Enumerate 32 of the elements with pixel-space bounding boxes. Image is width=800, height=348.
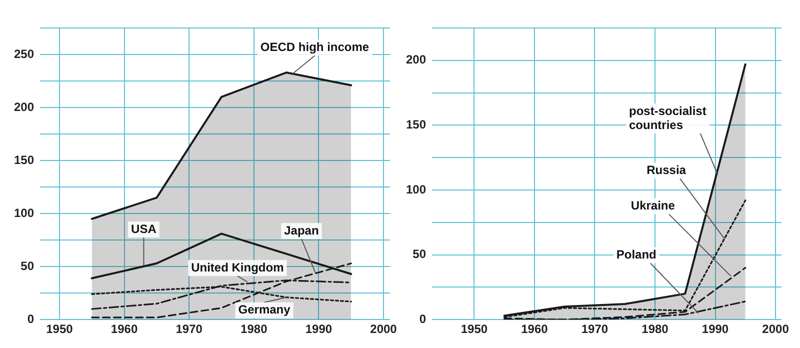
y-tick-label: 50 — [20, 258, 34, 273]
x-tick-label: 2000 — [762, 322, 790, 336]
x-tick-label: 1950 — [460, 322, 488, 336]
annotation: Ukraine — [630, 198, 676, 212]
y-tick-label: 150 — [14, 152, 34, 167]
x-tick-label: 1950 — [46, 322, 74, 336]
x-tick-label: 1990 — [702, 322, 729, 336]
annotation: Japan — [284, 223, 319, 238]
x-tick-label: 1990 — [305, 322, 332, 336]
x-tick-label: 1970 — [176, 322, 203, 336]
x-tick-label: 1960 — [521, 322, 548, 336]
y-tick-label: 0 — [27, 312, 34, 326]
annotation: Germany — [238, 302, 291, 317]
y-tick-label: 150 — [406, 118, 426, 132]
y-tick-label: 200 — [14, 100, 34, 114]
annotation: USA — [131, 222, 157, 236]
y-tick-label: 0 — [419, 312, 426, 326]
y-tick-label: 100 — [14, 206, 34, 220]
x-tick-label: 1960 — [110, 322, 138, 336]
x-tick-label: 1970 — [581, 322, 608, 336]
x-tick-label: 1980 — [240, 322, 268, 336]
x-tick-label: 2000 — [370, 322, 398, 336]
y-tick-label: 250 — [14, 46, 34, 61]
x-tick-label: 1980 — [642, 322, 669, 336]
y-tick-label: 200 — [406, 52, 426, 67]
annotation: United Kingdom — [191, 260, 284, 274]
y-tick-label: 50 — [412, 247, 426, 262]
annotation: Russia — [646, 162, 686, 177]
annotation: OECD high income — [260, 40, 370, 54]
annotation: post-socialist countries — [628, 104, 706, 132]
y-tick-label: 100 — [406, 182, 426, 196]
annotation: Poland — [616, 247, 656, 262]
